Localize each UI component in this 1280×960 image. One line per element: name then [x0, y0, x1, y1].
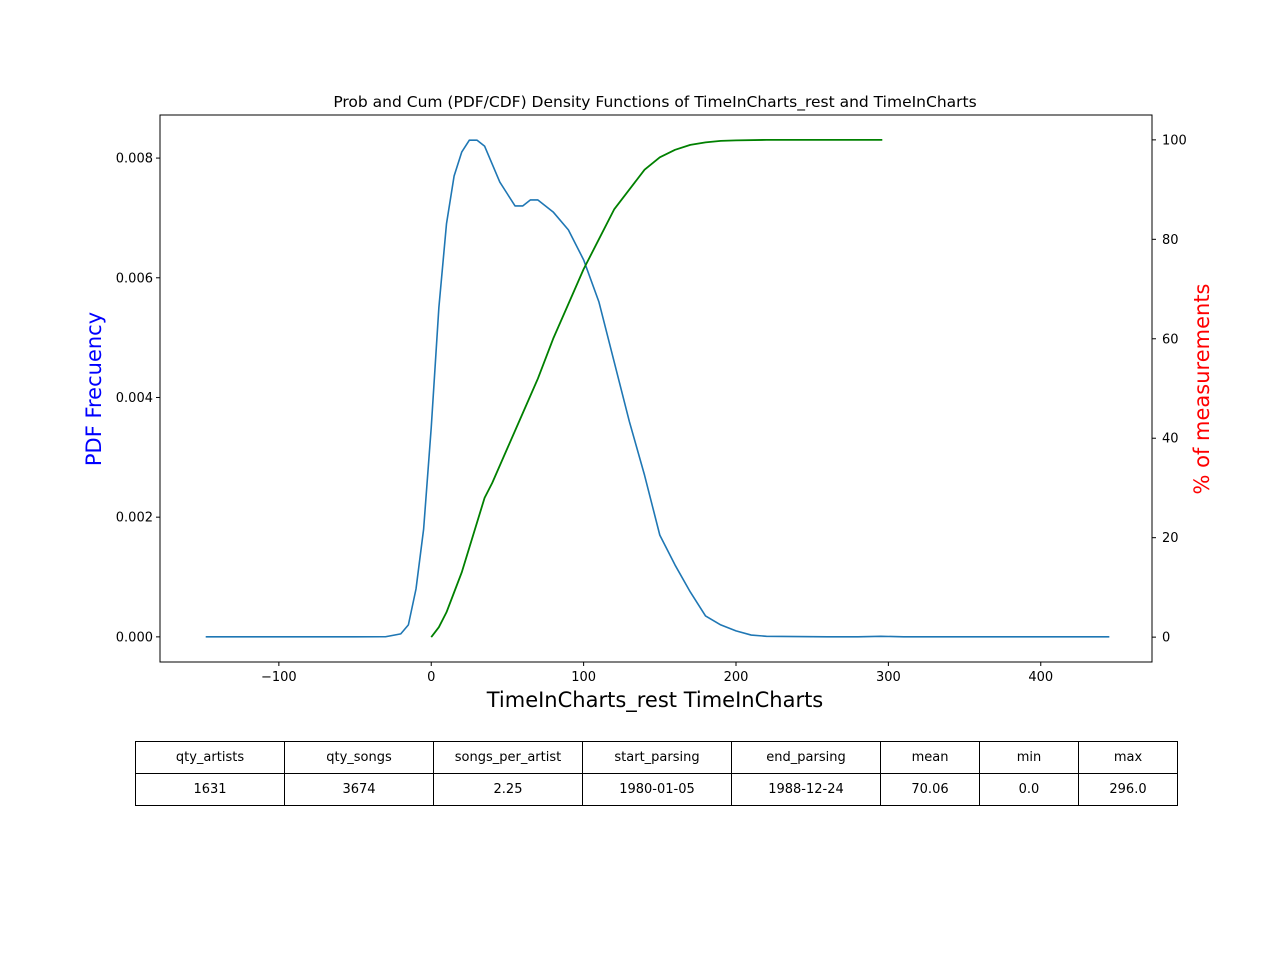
x-tick-label: 300 — [876, 670, 901, 685]
stats-table: qty_artists qty_songs songs_per_artist s… — [135, 741, 1178, 806]
pdf-line — [206, 140, 1110, 637]
y-tick-label: 0.008 — [116, 152, 153, 167]
y-tick-label: 0.004 — [116, 391, 153, 406]
table-header-cell: qty_artists — [136, 742, 285, 774]
y-axis-label-right: % of measurements — [1190, 284, 1214, 495]
y-axis-label-left: PDF Frecuency — [82, 312, 106, 466]
table-cell: 0.0 — [980, 774, 1079, 806]
x-axis-ticks: −100 0 100 200 300 400 — [261, 662, 1053, 685]
table-cell: 1631 — [136, 774, 285, 806]
table-cell: 296.0 — [1079, 774, 1178, 806]
y-tick-label-right: 60 — [1162, 332, 1179, 347]
table-header-cell: mean — [881, 742, 980, 774]
table-header-row: qty_artists qty_songs songs_per_artist s… — [136, 742, 1178, 774]
table-cell: 3674 — [285, 774, 434, 806]
y-tick-label-right: 0 — [1162, 631, 1170, 646]
table-header-cell: max — [1079, 742, 1178, 774]
y-tick-label-right: 100 — [1162, 133, 1187, 148]
y-tick-label-right: 80 — [1162, 233, 1179, 248]
x-tick-label: −100 — [261, 670, 297, 685]
right-axis-ticks: 0 20 40 60 80 100 — [1152, 133, 1187, 645]
table-header-cell: qty_songs — [285, 742, 434, 774]
y-tick-label: 0.006 — [116, 271, 153, 286]
x-tick-label: 400 — [1028, 670, 1053, 685]
table-cell: 1980-01-05 — [583, 774, 732, 806]
chart: Prob and Cum (PDF/CDF) Density Functions… — [0, 0, 1280, 720]
x-tick-label: 0 — [427, 670, 435, 685]
table-header-cell: start_parsing — [583, 742, 732, 774]
table-header-cell: songs_per_artist — [434, 742, 583, 774]
table-header-cell: min — [980, 742, 1079, 774]
x-axis-label: TimeInCharts_rest TimeInCharts — [486, 688, 824, 713]
x-tick-label: 200 — [724, 670, 749, 685]
table-cell: 2.25 — [434, 774, 583, 806]
cdf-line — [431, 140, 882, 637]
plot-frame — [160, 115, 1152, 662]
chart-title: Prob and Cum (PDF/CDF) Density Functions… — [333, 93, 976, 112]
table-cell: 70.06 — [881, 774, 980, 806]
plot-area — [160, 115, 1152, 662]
left-axis-ticks: 0.000 0.002 0.004 0.006 0.008 — [116, 152, 160, 646]
y-tick-label-right: 40 — [1162, 432, 1179, 447]
table-row: 1631 3674 2.25 1980-01-05 1988-12-24 70.… — [136, 774, 1178, 806]
table-header-cell: end_parsing — [732, 742, 881, 774]
y-tick-label: 0.002 — [116, 511, 153, 526]
y-tick-label: 0.000 — [116, 630, 153, 645]
x-tick-label: 100 — [571, 670, 596, 685]
table-cell: 1988-12-24 — [732, 774, 881, 806]
y-tick-label-right: 20 — [1162, 531, 1179, 546]
